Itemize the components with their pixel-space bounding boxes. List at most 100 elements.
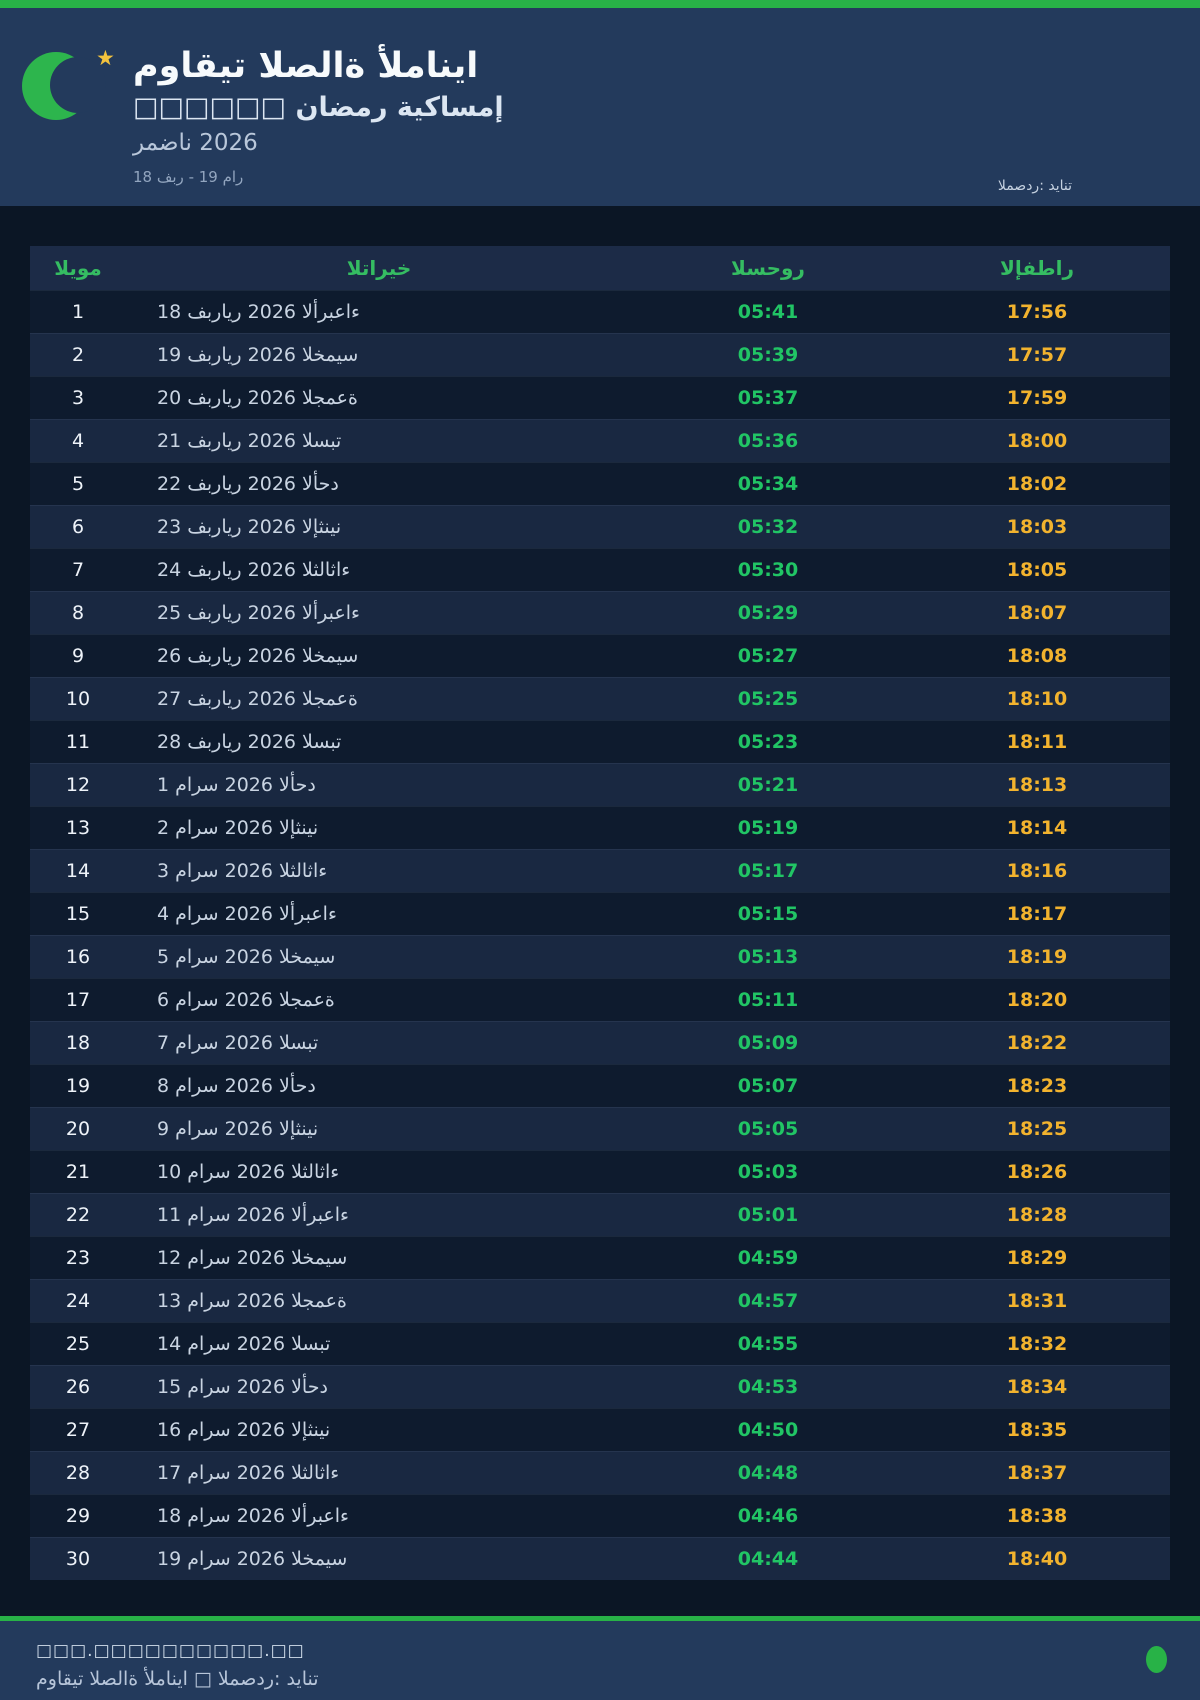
table-row: 28 17 مارس 2026 الثلاثاء 04:48 18:37 [30, 1451, 1170, 1494]
column-header-day: اليوم [54, 256, 102, 280]
credit-text: مواقيت الصلاة ألمانيا □ المصدر: ديانت [36, 1668, 319, 1690]
table-row: 25 14 مارس 2026 السبت 04:55 18:32 [30, 1322, 1170, 1365]
table-row: 26 15 مارس 2026 الأحد 04:53 18:34 [30, 1365, 1170, 1408]
iftar-cell: 18:03 [1006, 516, 1068, 538]
day-cell: 22 [65, 1204, 91, 1226]
day-cell: 18 [65, 1032, 91, 1054]
date-cell: 5 مارس 2026 الخميس [157, 946, 336, 968]
date-cell: 18 مارس 2026 الأربعاء [157, 1505, 349, 1527]
table-row: 27 16 مارس 2026 الإثنين 04:50 18:35 [30, 1408, 1170, 1451]
date-cell: 22 فبراير 2026 الأحد [157, 473, 339, 495]
suhoor-cell: 04:53 [737, 1376, 799, 1398]
header: ★ مواقيت الصلاة ألمانيا إمساكية رمضان □□… [0, 8, 1200, 206]
suhoor-cell: 04:55 [737, 1333, 799, 1355]
page-subtitle: إمساكية رمضان □□□□□□ [133, 92, 504, 123]
column-header-date: التاريخ [346, 256, 412, 280]
iftar-cell: 18:40 [1006, 1548, 1068, 1570]
date-cell: 1 مارس 2026 الأحد [157, 774, 316, 796]
table-row: 20 9 مارس 2026 الإثنين 05:05 18:25 [30, 1107, 1170, 1150]
date-cell: 9 مارس 2026 الإثنين [157, 1118, 319, 1140]
iftar-cell: 18:38 [1006, 1505, 1068, 1527]
table-row: 22 11 مارس 2026 الأربعاء 05:01 18:28 [30, 1193, 1170, 1236]
day-cell: 6 [71, 516, 85, 538]
date-cell: 10 مارس 2026 الثلاثاء [157, 1161, 340, 1183]
iftar-cell: 17:56 [1006, 301, 1068, 323]
day-cell: 24 [65, 1290, 91, 1312]
date-cell: 15 مارس 2026 الأحد [157, 1376, 328, 1398]
day-cell: 9 [71, 645, 85, 667]
iftar-cell: 18:19 [1006, 946, 1068, 968]
date-cell: 24 فبراير 2026 الثلاثاء [157, 559, 351, 581]
day-cell: 10 [65, 688, 91, 710]
suhoor-cell: 05:37 [737, 387, 799, 409]
day-cell: 28 [65, 1462, 91, 1484]
day-cell: 25 [65, 1333, 91, 1355]
iftar-cell: 18:08 [1006, 645, 1068, 667]
suhoor-cell: 05:11 [737, 989, 799, 1011]
day-cell: 11 [65, 731, 91, 753]
suhoor-cell: 05:03 [737, 1161, 799, 1183]
table-row: 6 23 فبراير 2026 الإثنين 05:32 18:03 [30, 505, 1170, 548]
suhoor-cell: 05:23 [737, 731, 799, 753]
iftar-cell: 17:57 [1006, 344, 1068, 366]
iftar-cell: 18:11 [1006, 731, 1068, 753]
season-label: رمضان 2026 [133, 130, 258, 156]
day-cell: 21 [65, 1161, 91, 1183]
suhoor-cell: 05:27 [737, 645, 799, 667]
day-cell: 2 [71, 344, 85, 366]
table-row: 1 18 فبراير 2026 الأربعاء 05:41 17:56 [30, 290, 1170, 333]
iftar-cell: 18:28 [1006, 1204, 1068, 1226]
day-cell: 16 [65, 946, 91, 968]
table-row: 8 25 فبراير 2026 الأربعاء 05:29 18:07 [30, 591, 1170, 634]
suhoor-cell: 04:50 [737, 1419, 799, 1441]
iftar-cell: 18:07 [1006, 602, 1068, 624]
suhoor-cell: 04:57 [737, 1290, 799, 1312]
suhoor-cell: 05:05 [737, 1118, 799, 1140]
day-cell: 30 [65, 1548, 91, 1570]
crescent-moon-icon [22, 52, 106, 120]
iftar-cell: 18:22 [1006, 1032, 1068, 1054]
table-row: 29 18 مارس 2026 الأربعاء 04:46 18:38 [30, 1494, 1170, 1537]
day-cell: 20 [65, 1118, 91, 1140]
iftar-cell: 18:31 [1006, 1290, 1068, 1312]
suhoor-cell: 05:41 [737, 301, 799, 323]
iftar-cell: 17:59 [1006, 387, 1068, 409]
day-cell: 8 [71, 602, 85, 624]
suhoor-cell: 05:32 [737, 516, 799, 538]
suhoor-cell: 05:21 [737, 774, 799, 796]
date-cell: 4 مارس 2026 الأربعاء [157, 903, 337, 925]
suhoor-cell: 04:48 [737, 1462, 799, 1484]
suhoor-cell: 04:59 [737, 1247, 799, 1269]
table-row: 21 10 مارس 2026 الثلاثاء 05:03 18:26 [30, 1150, 1170, 1193]
table-row: 16 5 مارس 2026 الخميس 05:13 18:19 [30, 935, 1170, 978]
day-cell: 19 [65, 1075, 91, 1097]
table-body: 1 18 فبراير 2026 الأربعاء 05:41 17:56 2 19 فب… [30, 290, 1170, 1580]
date-cell: 19 مارس 2026 الخميس [157, 1548, 348, 1570]
green-dot-icon [1146, 1646, 1167, 1673]
table-row: 30 19 مارس 2026 الخميس 04:44 18:40 [30, 1537, 1170, 1580]
date-cell: 25 فبراير 2026 الأربعاء [157, 602, 360, 624]
date-cell: 17 مارس 2026 الثلاثاء [157, 1462, 340, 1484]
suhoor-cell: 05:39 [737, 344, 799, 366]
table-row: 19 8 مارس 2026 الأحد 05:07 18:23 [30, 1064, 1170, 1107]
suhoor-cell: 05:30 [737, 559, 799, 581]
iftar-cell: 18:34 [1006, 1376, 1068, 1398]
day-cell: 4 [71, 430, 85, 452]
date-cell: 23 فبراير 2026 الإثنين [157, 516, 342, 538]
iftar-cell: 18:00 [1006, 430, 1068, 452]
suhoor-cell: 05:17 [737, 860, 799, 882]
date-cell: 26 فبراير 2026 الخميس [157, 645, 359, 667]
table-row: 17 6 مارس 2026 الجمعة 05:11 18:20 [30, 978, 1170, 1021]
top-accent-bar [0, 0, 1200, 8]
page-title: مواقيت الصلاة ألمانيا [133, 46, 479, 86]
date-cell: 19 فبراير 2026 الخميس [157, 344, 359, 366]
suhoor-cell: 05:15 [737, 903, 799, 925]
iftar-cell: 18:37 [1006, 1462, 1068, 1484]
table-row: 23 12 مارس 2026 الخميس 04:59 18:29 [30, 1236, 1170, 1279]
footer-accent-line [0, 1616, 1200, 1621]
day-cell: 27 [65, 1419, 91, 1441]
suhoor-cell: 05:19 [737, 817, 799, 839]
date-cell: 27 فبراير 2026 الجمعة [157, 688, 358, 710]
day-cell: 14 [65, 860, 91, 882]
iftar-cell: 18:13 [1006, 774, 1068, 796]
